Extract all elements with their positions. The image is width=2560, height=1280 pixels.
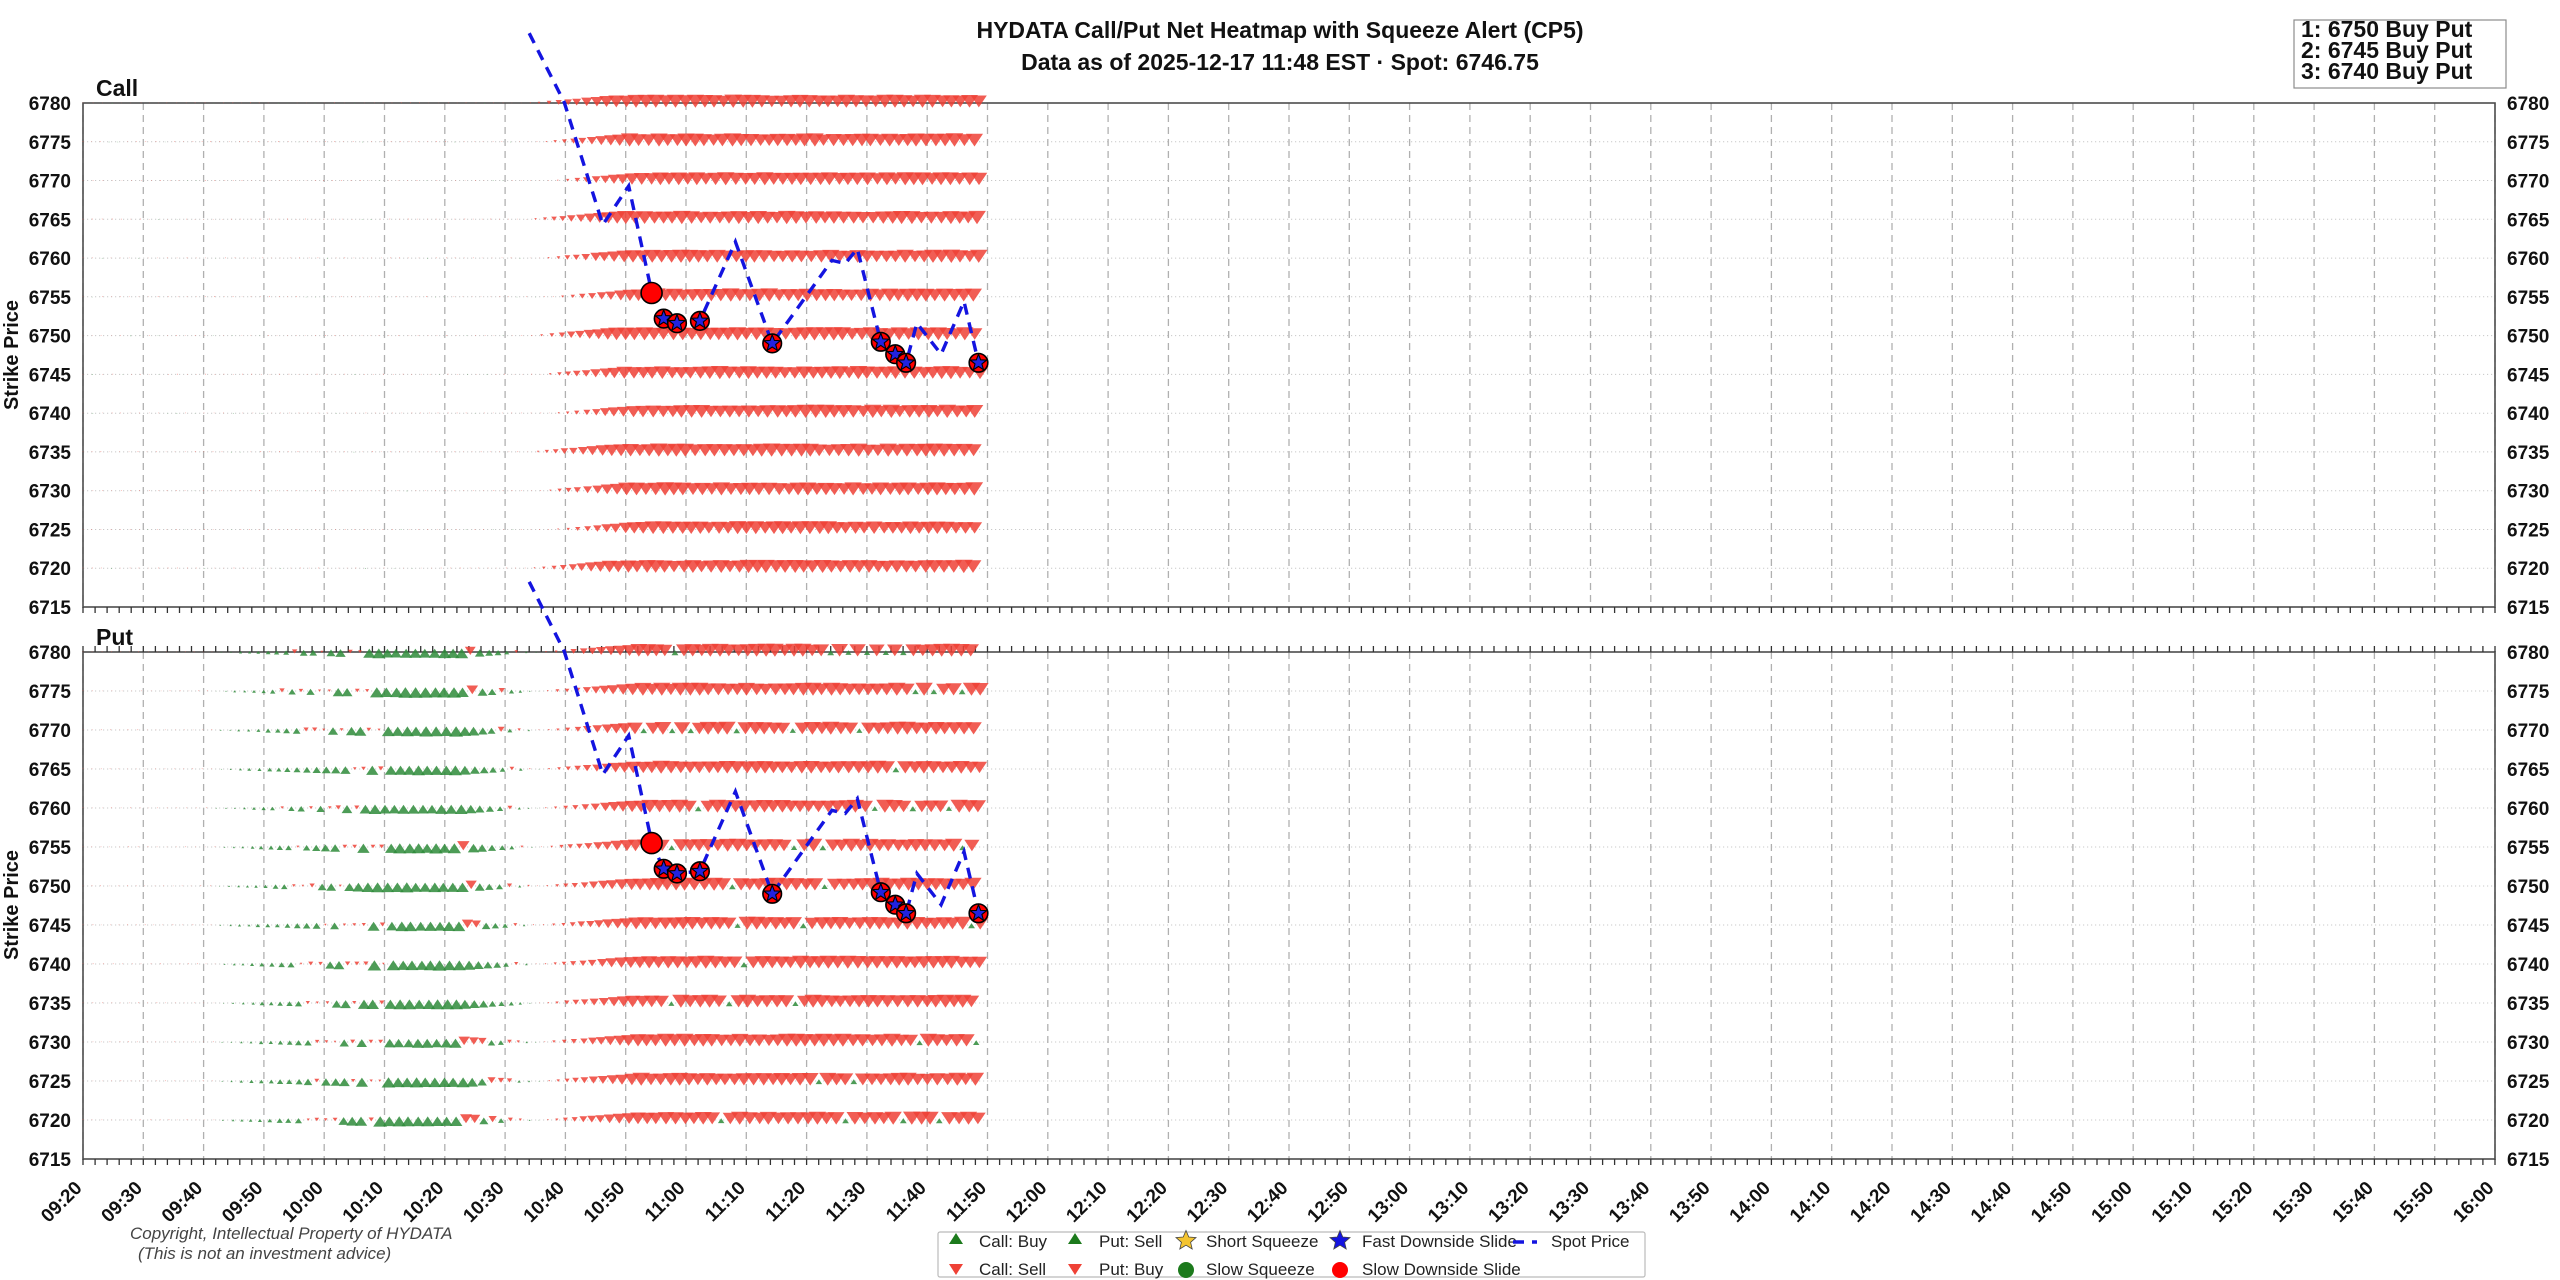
svg-text:Strike Price: Strike Price [1, 850, 23, 960]
svg-text:Strike Price: Strike Price [1, 300, 23, 410]
svg-text:Call: Buy: Call: Buy [979, 1232, 1048, 1251]
svg-text:Slow Squeeze: Slow Squeeze [1206, 1260, 1315, 1279]
svg-text:Spot Price: Spot Price [1551, 1232, 1629, 1251]
svg-text:Fast Downside Slide: Fast Downside Slide [1362, 1232, 1517, 1251]
svg-text:Slow Downside Slide: Slow Downside Slide [1362, 1260, 1521, 1279]
svg-text:Copyright, Intellectual Proper: Copyright, Intellectual Property of HYDA… [130, 1224, 453, 1243]
svg-text:Put: Sell: Put: Sell [1099, 1232, 1162, 1251]
svg-text:(This is not an investment adv: (This is not an investment advice) [138, 1244, 391, 1263]
svg-text:Put: Buy: Put: Buy [1099, 1260, 1164, 1279]
svg-text:Short Squeeze: Short Squeeze [1206, 1232, 1318, 1251]
svg-text:Call: Sell: Call: Sell [979, 1260, 1046, 1279]
